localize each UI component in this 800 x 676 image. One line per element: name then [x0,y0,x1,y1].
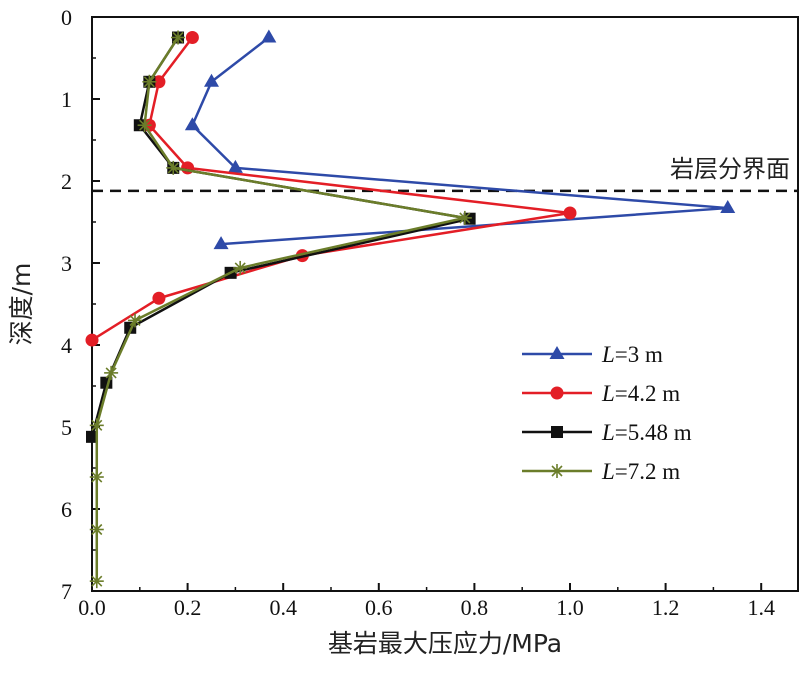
legend-label-italic: L [601,459,615,484]
data-point [124,321,137,334]
series-line [191,36,729,246]
x-tick-label: 1.4 [747,595,775,620]
data-point [166,160,181,175]
data-point [204,73,219,87]
data-point [128,313,143,328]
legend-label-italic: L [601,381,615,406]
data-point [227,159,243,173]
data-point [171,30,186,45]
data-point [85,333,99,347]
y-tick-label: 1 [61,87,72,112]
data-point [184,117,200,131]
x-tick-label: 0.0 [78,595,106,620]
plot-frame [91,16,799,592]
data-point [233,260,248,275]
legend-label-italic: L [601,420,615,445]
data-point [137,118,152,133]
legend-item: L=3 m [522,342,663,367]
asterisk-stroke [459,212,471,224]
legend-label: L=7.2 m [601,459,680,484]
y-tick-label: 4 [61,333,72,358]
asterisk-stroke [91,471,103,483]
data-point [104,365,119,380]
data-point [213,236,229,250]
y-tick-label: 7 [61,579,72,604]
legend-swatch-marker [550,386,564,400]
x-tick-label: 1.2 [652,595,680,620]
legend-label-rest: =5.48 m [615,420,692,445]
x-tick-label: 0.8 [461,595,489,620]
series-line [91,36,572,342]
asterisk-stroke [172,31,184,44]
asterisk-stroke [551,465,563,477]
legend-label: L=5.48 m [601,420,692,445]
data-point [89,470,104,485]
data-point [152,75,166,89]
legend-label-rest: =3 m [615,342,663,367]
legend-label-rest: =7.2 m [615,459,680,484]
y-tick-label: 0 [61,5,72,30]
asterisk-stroke [91,419,103,431]
boundary-label: 岩层分界面 [670,155,790,183]
x-tick-label: 1.0 [556,595,584,620]
asterisk-stroke [234,262,246,274]
y-axis-title: 深度/m [7,263,36,346]
y-tick-label: 5 [61,415,72,440]
y-tick-label: 3 [61,251,72,276]
data-point [181,161,195,175]
y-tick-label: 2 [61,169,72,194]
data-point [142,74,157,89]
asterisk-stroke [139,119,151,131]
data-point [720,200,736,214]
data-point [261,29,277,43]
data-point [86,430,98,443]
data-point [563,206,577,220]
data-point [89,574,104,589]
asterisk-stroke [143,76,155,88]
legend-swatch-marker [551,426,563,438]
series-2 [85,31,577,347]
legend-item: L=4.2 m [522,381,680,406]
legend-label: L=3 m [601,342,663,367]
data-point [152,291,166,305]
series-1 [184,29,736,250]
x-axis-title: 基岩最大压应力/MPa [328,629,562,658]
data-point [89,522,104,537]
asterisk-stroke [129,314,141,326]
data-point [89,418,104,433]
boundary-annotation: 岩层分界面 [92,155,798,193]
series-line [95,36,467,582]
legend-label-rest: =4.2 m [615,381,680,406]
y-tick-label: 6 [61,497,72,522]
asterisk-stroke [167,162,179,174]
x-tick-label: 0.4 [269,595,297,620]
legend-label-italic: L [601,342,615,367]
x-tick-label: 0.2 [174,595,202,620]
data-point [185,31,199,44]
legend-item: L=5.48 m [522,420,692,445]
axis-ticks: 0.0 0.2 0.4 0.6 0.8 1.0 1.2 1.4 0 1 2 3 4 5 6 7 [61,5,775,620]
legend-swatch-marker [550,464,564,478]
series-layer [85,29,736,589]
asterisk-stroke [91,523,103,536]
legend-label: L=4.2 m [601,381,680,406]
x-tick-label: 0.6 [365,595,393,620]
series-4 [89,30,472,589]
asterisk-stroke [105,367,117,379]
data-point [457,210,472,225]
legend-swatch-marker [549,346,565,359]
legend-item: L=7.2 m [522,459,680,484]
asterisk-stroke [91,575,103,587]
legend: L=3 mL=4.2 mL=5.48 mL=7.2 m [522,342,692,484]
